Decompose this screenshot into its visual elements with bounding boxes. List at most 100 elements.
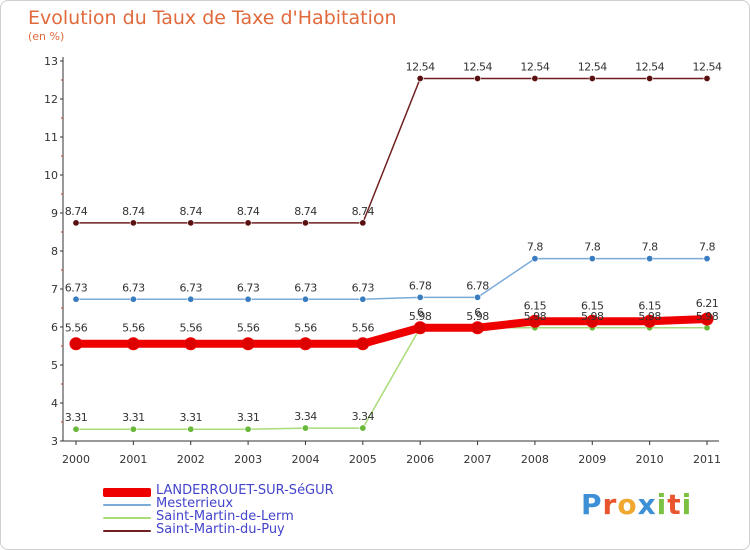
series-line-0 <box>75 77 708 224</box>
y-tick-label: 10 <box>44 169 58 182</box>
data-label: 5.98 <box>638 310 661 323</box>
series-point-1 <box>531 255 539 263</box>
series-point-0 <box>187 219 195 227</box>
series-point-2 <box>129 425 137 433</box>
data-label: 12.54 <box>693 60 722 73</box>
data-label: 5.56 <box>294 322 317 335</box>
data-label: 8.74 <box>65 205 88 218</box>
brand-letter: o <box>617 488 638 521</box>
data-label: 6.73 <box>122 281 145 294</box>
series-point-3 <box>528 314 542 328</box>
data-label: 8.74 <box>352 205 375 218</box>
x-tick-label: 2002 <box>177 453 205 466</box>
data-label: 5.98 <box>696 310 719 323</box>
series-point-2 <box>359 424 367 432</box>
y-tick-label: 9 <box>51 207 58 220</box>
chart-subtitle: (en %) <box>28 30 65 43</box>
data-label: 6.73 <box>179 281 202 294</box>
legend-swatch <box>103 488 151 497</box>
series-point-3 <box>241 337 255 351</box>
data-label: 3.31 <box>122 411 145 424</box>
data-label: 5.98 <box>524 310 547 323</box>
proxiti-logo: Proxiti <box>581 488 692 521</box>
brand-letter: r <box>602 488 618 521</box>
data-label: 8.74 <box>122 205 145 218</box>
data-label: 3.31 <box>179 411 202 424</box>
data-label: 5.56 <box>179 322 202 335</box>
chart-title: Evolution du Taux de Taxe d'Habitation <box>28 7 397 29</box>
series-point-2 <box>187 425 195 433</box>
series-point-3 <box>126 337 140 351</box>
y-tick-label: 4 <box>51 397 58 410</box>
brand-letter: P <box>581 488 603 521</box>
data-label: 6.78 <box>466 279 489 292</box>
series-point-1 <box>187 295 195 303</box>
data-label: 12.54 <box>520 60 549 73</box>
data-label: 3.31 <box>237 411 260 424</box>
series-point-2 <box>244 425 252 433</box>
data-label: 7.8 <box>642 241 658 254</box>
data-label: 7.8 <box>699 241 715 254</box>
legend-label: Saint-Martin-de-Lerm <box>156 509 294 524</box>
legend-label: Mesterrieux <box>156 496 234 511</box>
data-label: 7.8 <box>527 241 543 254</box>
x-tick-label: 2004 <box>291 453 319 466</box>
data-label: 5.56 <box>122 322 145 335</box>
data-label: 3.31 <box>65 411 88 424</box>
series-point-0 <box>359 219 367 227</box>
y-tick-label: 11 <box>44 131 58 144</box>
series-point-0 <box>646 74 654 82</box>
data-label: 8.74 <box>179 205 202 218</box>
series-point-1 <box>244 295 252 303</box>
series-point-3 <box>700 312 714 326</box>
data-label: 6 <box>474 306 481 319</box>
brand-letter: i <box>656 488 668 521</box>
data-label: 3.34 <box>352 410 375 423</box>
data-label: 6.21 <box>696 297 719 310</box>
x-tick-label: 2007 <box>464 453 492 466</box>
data-label: 5.56 <box>352 322 375 335</box>
series-point-1 <box>416 293 424 301</box>
data-label: 12.54 <box>463 60 492 73</box>
series-point-0 <box>72 219 80 227</box>
brand-letter: x <box>637 488 657 521</box>
series-line-3 <box>72 315 711 348</box>
series-line-1 <box>75 257 708 301</box>
series-point-0 <box>416 74 424 82</box>
data-label: 6.73 <box>352 281 375 294</box>
series-point-0 <box>244 219 252 227</box>
series-point-3 <box>298 337 312 351</box>
legend-label: Saint-Martin-du-Puy <box>156 522 285 537</box>
data-label: 6.73 <box>294 281 317 294</box>
series-point-3 <box>643 314 657 328</box>
series-point-0 <box>474 74 482 82</box>
x-tick-label: 2006 <box>406 453 434 466</box>
series-point-3 <box>585 314 599 328</box>
legend-label: LANDERROUET-SUR-SéGUR <box>156 483 334 498</box>
series-point-1 <box>301 295 309 303</box>
data-label: 6.15 <box>581 299 604 312</box>
series-point-0 <box>129 219 137 227</box>
x-tick-label: 2011 <box>693 453 721 466</box>
series-point-1 <box>646 255 654 263</box>
series-point-3 <box>471 321 485 335</box>
data-label: 5.98 <box>409 310 432 323</box>
data-label: 5.56 <box>237 322 260 335</box>
data-label: 7.8 <box>584 241 600 254</box>
data-label: 6.78 <box>409 279 432 292</box>
x-tick-label: 2000 <box>62 453 90 466</box>
series-point-3 <box>413 321 427 335</box>
series-point-2 <box>72 425 80 433</box>
data-label: 5.98 <box>581 310 604 323</box>
x-tick-label: 2008 <box>521 453 549 466</box>
series-point-0 <box>588 74 596 82</box>
data-label: 6.15 <box>638 299 661 312</box>
series-point-0 <box>703 74 711 82</box>
series-point-3 <box>69 337 83 351</box>
data-label: 8.74 <box>294 205 317 218</box>
data-label: 6 <box>417 306 424 319</box>
series-point-0 <box>301 219 309 227</box>
x-tick-label: 2009 <box>578 453 606 466</box>
